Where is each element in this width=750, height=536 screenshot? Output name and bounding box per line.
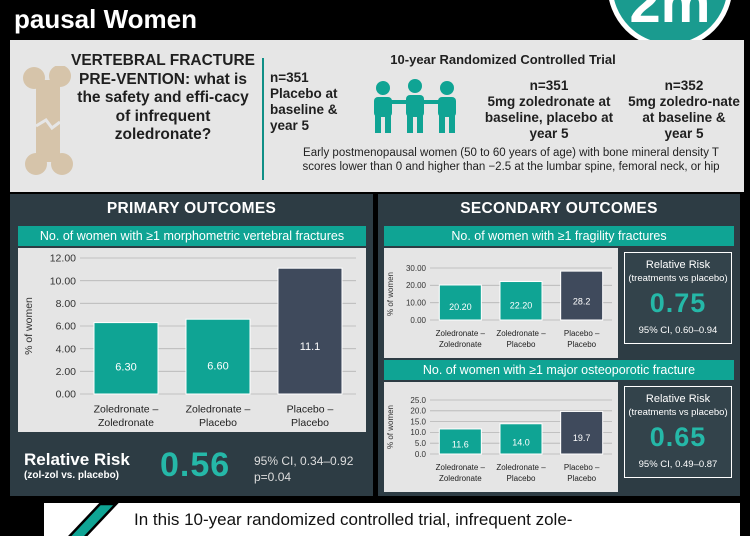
trial-title: 10-year Randomized Controlled Trial <box>390 52 616 67</box>
primary-chart-area: 0.00 2.00 4.00 6.00 8.00 10.00 12.00 % of women… <box>18 248 366 432</box>
rr-label: Relative Risk (treatments vs placebo) <box>625 259 731 285</box>
category-label: Zoledronate – Zoledronate <box>94 404 159 430</box>
research-question: VERTEBRAL FRACTURE PRE-VENTION: what is … <box>71 52 255 143</box>
bar-value-label: 11.6 <box>452 440 469 450</box>
bar <box>499 423 543 455</box>
osteoporotic-rr-value: 0.65 <box>649 422 707 452</box>
fragility-rr-box: Relative Risk (treatments vs placebo) 0.… <box>624 252 732 344</box>
category-label: Placebo – Placebo <box>287 404 334 430</box>
y-tick-label: 6.00 <box>56 321 77 333</box>
primary-rr-ci: 95% CI, 0.34–0.92 <box>254 454 354 468</box>
trial-arm-zol-placebo: n=351 5mg zoledronate at baseline, place… <box>474 78 624 142</box>
primary-heading: PRIMARY OUTCOMES <box>106 200 277 217</box>
y-tick-label: 20.0 <box>410 407 426 416</box>
bar-value-label: 14.0 <box>512 438 530 448</box>
rr-sub: (treatments vs placebo) <box>628 273 728 284</box>
y-tick-label: 20.00 <box>406 281 427 290</box>
population-description: Early postmenopausal women (50 to 60 yea… <box>302 147 720 173</box>
arm-label: 5mg zoledro-nate at baseline & year 5 <box>628 94 740 141</box>
rr-title: Relative Risk <box>645 259 711 271</box>
divider <box>262 58 264 180</box>
y-tick-label: 4.00 <box>56 343 77 355</box>
osteoporotic-rr-ci: 95% CI, 0.49–0.87 <box>638 459 718 470</box>
bar <box>185 318 251 395</box>
y-tick-label: 0.00 <box>56 389 77 401</box>
primary-outcomes-panel: PRIMARY OUTCOMES No. of women with ≥1 mo… <box>10 194 373 496</box>
primary-rr-value: 0.56 <box>160 446 231 484</box>
rr-label: Relative Risk (treatments vs placebo) <box>625 393 731 419</box>
fragility-bar-chart: 0.00 10.00 20.00 30.00 % of women 20.20 Zoledr… <box>386 264 612 349</box>
primary-rr-sub: (zol-zol vs. placebo) <box>24 470 120 481</box>
primary-subheading: No. of women with ≥1 morphometric verteb… <box>18 226 366 246</box>
bar <box>560 410 604 455</box>
rr-title: Relative Risk <box>645 393 711 405</box>
bar <box>438 428 482 455</box>
osteoporotic-rr-box: Relative Risk (treatments vs placebo) 0.… <box>624 386 732 478</box>
category-label: Zoledronate – Placebo <box>186 404 251 430</box>
bar-value-label: 6.60 <box>207 360 228 372</box>
y-axis-label: % of women <box>23 297 35 355</box>
y-tick-label: 0.0 <box>415 450 427 459</box>
arm-n: n=351 <box>270 70 309 85</box>
primary-rr-p: p=0.04 <box>254 470 292 484</box>
fragility-rr-ci: 95% CI, 0.60–0.94 <box>638 325 718 336</box>
bar-value-label: 6.30 <box>115 362 136 374</box>
category-label: Placebo – Placebo <box>564 463 600 483</box>
y-axis-label: % of women <box>386 405 395 449</box>
pen-icon <box>68 502 119 536</box>
osteoporotic-bar-chart: 0.0 5.0 10.0 15.020.0 25.0 % of women 11.6 Zole… <box>386 396 612 483</box>
bone-icon <box>23 66 73 175</box>
bar-value-label: 11.1 <box>300 341 321 353</box>
journal-logo-text: 2m <box>630 0 711 34</box>
bar-value-label: 28.2 <box>573 297 591 307</box>
bar-value-label: 22.20 <box>510 301 533 311</box>
bar <box>560 270 604 321</box>
category-label: Placebo – Placebo <box>564 329 600 349</box>
people-icon <box>374 79 456 133</box>
fragility-subheading: No. of women with ≥1 fragility fractures <box>384 226 734 246</box>
y-tick-label: 25.0 <box>410 396 426 405</box>
y-tick-label: 2.00 <box>56 366 77 378</box>
y-tick-label: 30.00 <box>406 264 427 273</box>
category-label: Zoledronate – Placebo <box>496 329 546 349</box>
primary-bar-chart: 0.00 2.00 4.00 6.00 8.00 10.00 12.00 % of women… <box>23 253 356 430</box>
bar <box>277 267 343 395</box>
bar-value-label: 19.7 <box>573 433 591 443</box>
conclusion-text: In this 10-year randomized controlled tr… <box>134 510 573 529</box>
fragility-rr-value: 0.75 <box>649 288 707 318</box>
arm-label: 5mg zoledronate at baseline, placebo at … <box>484 94 614 141</box>
category-label: Zoledronate – Zoledronate <box>436 463 486 483</box>
arm-n: n=351 <box>529 78 569 93</box>
y-tick-label: 12.00 <box>50 253 76 265</box>
category-label: Zoledronate – Placebo <box>496 463 546 483</box>
arm-n: n=352 <box>664 78 704 93</box>
arm-label: Placebo at baseline & year 5 <box>270 86 338 133</box>
category-label: Zoledronate – Zoledronate <box>436 329 486 349</box>
y-tick-label: 10.0 <box>410 428 426 437</box>
fragility-chart-area: 0.00 10.00 20.00 30.00 % of women 20.20 Zoledr… <box>384 248 618 358</box>
bar <box>93 322 159 395</box>
trial-arm-zol-zol: n=352 5mg zoledro-nate at baseline & yea… <box>628 78 740 142</box>
y-tick-label: 10.00 <box>50 275 76 287</box>
conclusion-banner <box>44 503 740 536</box>
y-tick-label: 0.00 <box>410 316 426 325</box>
bar <box>499 281 543 321</box>
y-tick-label: 10.00 <box>406 298 427 307</box>
y-tick-label: 15.0 <box>410 417 426 426</box>
y-tick-label: 5.0 <box>415 439 427 448</box>
bar <box>438 284 482 321</box>
secondary-heading: SECONDARY OUTCOMES <box>460 200 658 217</box>
y-tick-label: 8.00 <box>56 298 77 310</box>
page-title: pausal Women <box>14 4 198 34</box>
bar-value-label: 20.20 <box>449 302 472 312</box>
y-axis-label: % of women <box>386 272 395 316</box>
osteoporotic-chart-area: 0.0 5.0 10.0 15.0 20.0 25.0 % of women 11.6 Zole… <box>384 382 618 492</box>
osteoporotic-subheading: No. of women with ≥1 major osteoporotic … <box>384 360 734 380</box>
trial-arm-placebo: n=351 Placebo at baseline & year 5 <box>270 70 360 134</box>
rr-sub: (treatments vs placebo) <box>628 407 728 418</box>
secondary-outcomes-panel: SECONDARY OUTCOMES No. of women with ≥1 … <box>378 194 740 496</box>
primary-rr-label: Relative Risk <box>24 450 130 469</box>
